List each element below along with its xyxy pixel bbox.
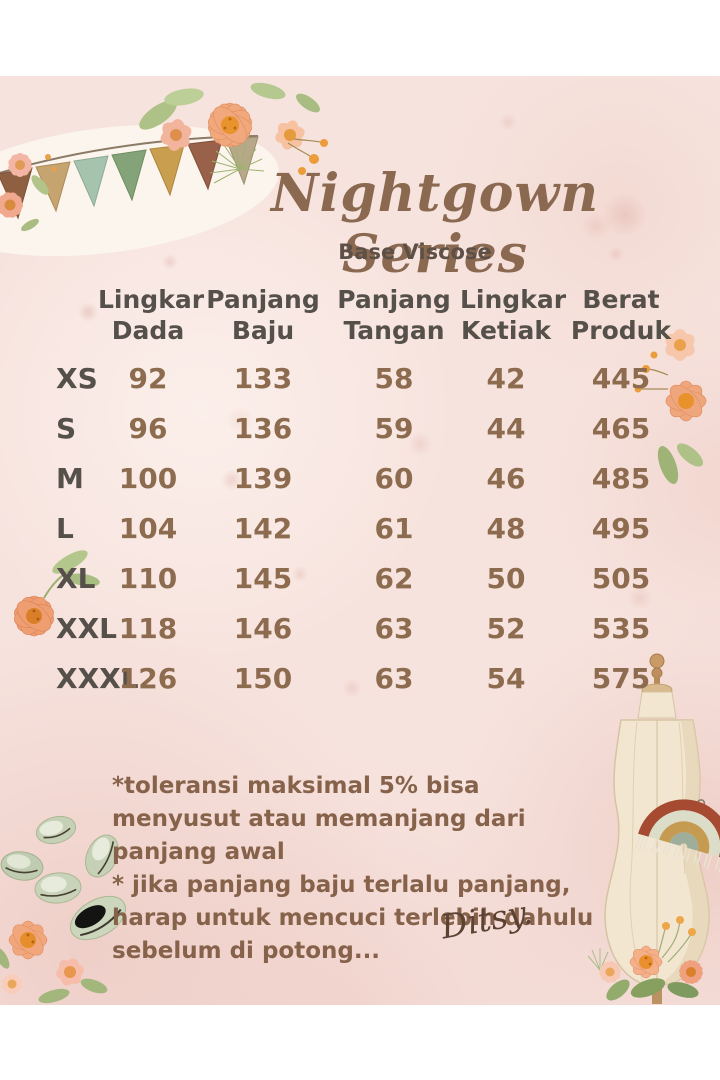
cell-value: 575 — [591, 661, 651, 695]
watercolor-flowers-icon — [0, 153, 57, 232]
cell-value: 445 — [591, 361, 651, 395]
column-header: Lingkar Dada — [98, 285, 205, 345]
watercolor-flowers-icon — [634, 329, 707, 484]
cell-value: 104 — [118, 511, 178, 545]
cell-value: 465 — [591, 411, 651, 445]
cell-value: 139 — [233, 461, 293, 495]
cell-value: 96 — [128, 411, 168, 445]
size-label: XS — [56, 361, 98, 395]
size-label: L — [56, 511, 74, 545]
note-line: * jika panjang baju terlalu panjang, har… — [112, 872, 594, 964]
watercolor-flower-icon — [14, 550, 100, 637]
cell-value: 42 — [486, 361, 526, 395]
cell-value: 48 — [486, 511, 526, 545]
table-header-row: Lingkar Dada Panjang Baju Panjang Tangan Li… — [38, 284, 690, 353]
cell-value: 535 — [591, 611, 651, 645]
cell-value: 63 — [374, 611, 414, 645]
top-flowers-icon — [118, 73, 343, 198]
cell-value: 110 — [118, 561, 178, 595]
macrame-rainbow-icon — [630, 756, 720, 880]
column-header: Panjang Baju — [206, 285, 320, 345]
table-row: S 96 136 59 44 465 — [38, 403, 690, 453]
table-row: L 104 142 61 48 495 — [38, 503, 690, 553]
table-row: XXL 118 146 63 52 535 — [38, 603, 690, 653]
cell-value: 63 — [374, 661, 414, 695]
size-label: S — [56, 411, 77, 445]
tolerance-notes: *toleransi maksimal 5% bisa menyusut ata… — [112, 770, 612, 968]
cell-value: 60 — [374, 461, 414, 495]
cell-value: 62 — [374, 561, 414, 595]
size-label: XL — [56, 561, 96, 595]
table-row: XL 110 145 62 50 505 — [38, 553, 690, 603]
cell-value: 46 — [486, 461, 526, 495]
column-header: Lingkar Ketiak — [460, 285, 567, 345]
cell-value: 92 — [128, 361, 168, 395]
cell-value: 133 — [233, 361, 293, 395]
cell-value: 142 — [233, 511, 293, 545]
macrame-rainbow-icon — [634, 799, 720, 873]
shell-flower-cluster-icon — [0, 808, 159, 1008]
column-header-size — [38, 284, 98, 353]
cell-value: 505 — [591, 561, 651, 595]
cell-value: 44 — [486, 411, 526, 445]
size-chart-table: Lingkar Dada Panjang Baju Panjang Tangan Li… — [38, 284, 690, 703]
left-edge-flowers-icon — [0, 135, 65, 250]
cell-value: 118 — [118, 611, 178, 645]
watercolor-flowers-icon — [587, 916, 703, 1001]
page-title: Nightgown Series — [270, 163, 600, 285]
cell-value: 136 — [233, 411, 293, 445]
table-row: M 100 139 60 46 485 — [38, 453, 690, 503]
table-row: XXXL 126 150 63 54 575 — [38, 653, 690, 703]
size-label: XXXL — [56, 661, 139, 695]
bottom-flowers-icon — [587, 910, 720, 1006]
cell-value: 485 — [591, 461, 651, 495]
cell-value: 495 — [591, 511, 651, 545]
cell-value: 58 — [374, 361, 414, 395]
watercolor-flowers-icon — [139, 82, 328, 184]
cell-value: 145 — [233, 561, 293, 595]
cell-value: 50 — [486, 561, 526, 595]
cell-value: 100 — [118, 461, 178, 495]
column-header: Panjang Tangan — [337, 285, 451, 345]
page-subtitle: Base Viscose — [338, 240, 492, 264]
note-line: *toleransi maksimal 5% bisa menyusut ata… — [112, 773, 526, 865]
cowrie-shells-flowers-icon — [0, 815, 126, 1004]
cell-value: 126 — [118, 661, 178, 695]
left-flower-icon — [0, 528, 110, 678]
cell-value: 59 — [374, 411, 414, 445]
column-header: Berat Produk — [570, 285, 672, 345]
cell-value: 61 — [374, 511, 414, 545]
cell-value: 146 — [233, 611, 293, 645]
size-label: XXL — [56, 611, 118, 645]
cell-value: 52 — [486, 611, 526, 645]
right-flowers-icon — [628, 305, 720, 490]
size-label: M — [56, 461, 84, 495]
cell-value: 150 — [233, 661, 293, 695]
cell-value: 54 — [486, 661, 526, 695]
table-row: XS 92 133 58 42 445 — [38, 353, 690, 403]
